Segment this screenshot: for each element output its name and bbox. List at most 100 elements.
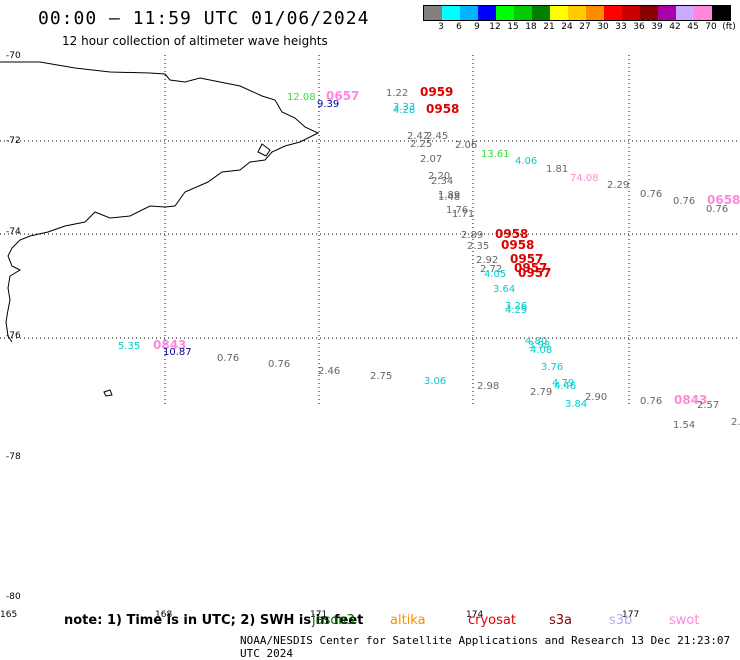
colorbar-labels: 3 6 9 12 15 18 21 24 27 30 33 36 39 42 45 70 (ft) [423, 22, 740, 34]
map-subtitle: 12 hour collection of altimeter wave hei… [62, 34, 328, 48]
colorbar-swatch [424, 6, 442, 20]
pass-time-label: 0958 [495, 227, 528, 241]
wave-height-label: 0.76 [217, 353, 239, 364]
wave-height-label: 4.46 [554, 381, 576, 392]
wave-height-label: 2.35 [467, 241, 489, 252]
latitude-label: -74 [6, 227, 21, 237]
wave-height-label: 0.76 [673, 196, 695, 207]
wave-height-label: 2.45 [426, 131, 448, 142]
wave-height-label: 12.08 [287, 92, 316, 103]
colorbar-swatch [658, 6, 676, 20]
wave-height-label: 0.76 [640, 189, 662, 200]
wave-height-label: 1.89 [438, 190, 460, 201]
wave-height-label: 1.22 [386, 88, 408, 99]
wave-height-label: 2.98 [477, 381, 499, 392]
pass-time-label: 0957 [510, 252, 543, 266]
colorbar-label: 39 [651, 22, 663, 32]
wave-height-label: 2.90 [585, 392, 607, 403]
longitude-label: 165 [0, 610, 17, 620]
wave-height-colorbar [423, 5, 731, 21]
wave-height-label: 4.06 [515, 156, 537, 167]
wave-height-label: 1.81 [546, 164, 568, 175]
latitude-label: -70 [6, 51, 21, 61]
colorbar-label: 36 [633, 22, 645, 32]
graticule [0, 55, 740, 405]
wave-height-label: 2. [731, 417, 740, 428]
latitude-label: -72 [6, 136, 21, 146]
wave-height-label: 0.76 [640, 396, 662, 407]
colorbar-label: 24 [561, 22, 573, 32]
colorbar-swatch [640, 6, 658, 20]
wave-height-label: 2.92 [476, 255, 498, 266]
wave-height-label: 2.75 [370, 371, 392, 382]
wave-height-label: 2.72 [480, 264, 502, 275]
wave-height-label: 1.48 [438, 192, 460, 203]
latitude-label: -76 [6, 331, 21, 341]
wave-height-label: 4.79 [552, 378, 574, 389]
colorbar-swatch [694, 6, 712, 20]
wave-height-label: 3.33 [393, 102, 415, 113]
wave-height-label: 2.34 [431, 176, 453, 187]
wave-height-label: 3.84 [565, 399, 587, 410]
wave-height-label: 4.08 [530, 345, 552, 356]
wave-height-label: 4.29 [505, 305, 527, 316]
wave-height-label: 1.71 [452, 209, 474, 220]
satellite-legend-s3b: s3b [609, 613, 633, 628]
colorbar-swatch [460, 6, 478, 20]
wave-height-label: 0.76 [706, 204, 728, 215]
colorbar-label: 27 [579, 22, 591, 32]
pass-time-label: 0843 [153, 338, 186, 352]
wave-height-label: 13.61 [481, 149, 510, 160]
wave-height-label: 3.76 [541, 362, 563, 373]
colorbar-label: (ft) [722, 22, 736, 32]
colorbar-swatch [442, 6, 460, 20]
colorbar-swatch [604, 6, 622, 20]
credit-line: NOAA/NESDIS Center for Satellite Applica… [240, 634, 731, 660]
satellite-legend-swot: swot [669, 613, 700, 628]
map-title: 00:00 – 11:59 UTC 01/06/2024 [38, 8, 370, 29]
colorbar-label: 42 [669, 22, 681, 32]
colorbar-label: 33 [615, 22, 627, 32]
wave-height-label: 2.06 [455, 140, 477, 151]
latitude-label: -80 [6, 592, 21, 602]
wave-height-label: 4.05 [484, 269, 506, 280]
colorbar-swatch [550, 6, 568, 20]
colorbar-label: 70 [705, 22, 717, 32]
colorbar-swatch [622, 6, 640, 20]
colorbar-label: 3 [438, 22, 444, 32]
satellite-legend-jason3: jason3 [312, 613, 355, 628]
wave-height-label: 2.42 [407, 131, 429, 142]
longitude-label: 174 [466, 610, 483, 620]
wave-height-label: 2.29 [607, 180, 629, 191]
colorbar-label: 12 [489, 22, 501, 32]
pass-time-label: 0957 [514, 261, 547, 275]
pass-time-label: 0957 [518, 266, 551, 280]
wave-height-label: 3.98 [528, 340, 550, 351]
wave-height-label: 74.08 [570, 173, 599, 184]
coastline-victoria-land [0, 61, 320, 343]
wave-height-label: 3.64 [493, 284, 515, 295]
colorbar-label: 21 [543, 22, 555, 32]
satellite-legend-cryosat: cryosat [468, 613, 516, 628]
coastline-inlet [257, 143, 271, 157]
wave-height-label: 0.76 [268, 359, 290, 370]
wave-height-label: 1.76 [446, 205, 468, 216]
pass-time-label: 0958 [501, 238, 534, 252]
colorbar-swatch [514, 6, 532, 20]
wave-height-label: 2.57 [697, 400, 719, 411]
wave-height-label: 1.54 [673, 420, 695, 431]
wave-height-label: 4.28 [393, 105, 415, 116]
wave-height-label: 5.35 [118, 341, 140, 352]
colorbar-swatch [586, 6, 604, 20]
colorbar-swatch [478, 6, 496, 20]
pass-time-label: 0958 [426, 102, 459, 116]
wave-height-label: 2.25 [410, 139, 432, 150]
latitude-label: -78 [6, 452, 21, 462]
wave-height-label: 2.07 [420, 154, 442, 165]
pass-time-label: 0959 [420, 85, 453, 99]
colorbar-label: 30 [597, 22, 609, 32]
wave-height-label: 2.79 [530, 387, 552, 398]
wave-height-label: 2.89 [461, 230, 483, 241]
longitude-label: 168 [155, 610, 172, 620]
